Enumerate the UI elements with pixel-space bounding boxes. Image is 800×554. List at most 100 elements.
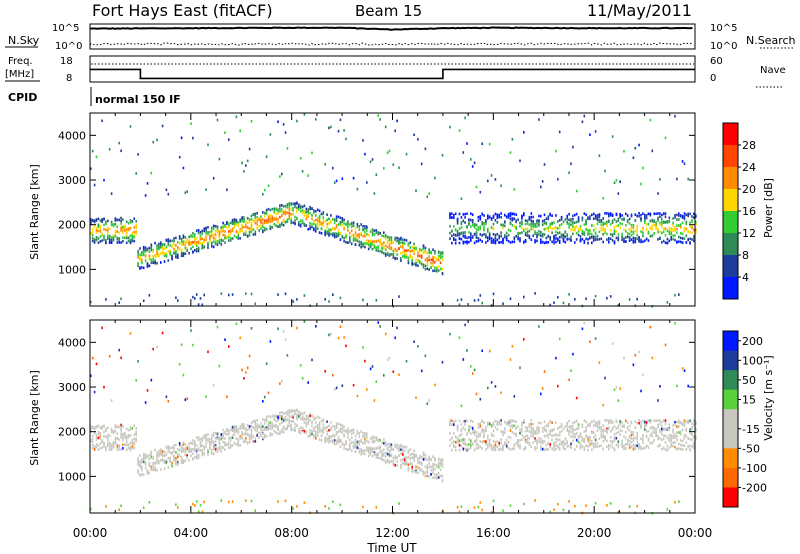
- velocity-cell: [182, 447, 185, 450]
- velocity-cell: [195, 447, 198, 451]
- power-cell: [224, 225, 226, 228]
- velocity-cell: [316, 426, 319, 430]
- velocity-cell: [674, 421, 676, 424]
- power-cell: [490, 225, 493, 229]
- power-cell: [392, 241, 395, 245]
- velocity-cell: [137, 460, 139, 464]
- velocity-cell: [662, 437, 665, 441]
- velocity-cell: [337, 436, 340, 439]
- velocity-cell: [335, 442, 338, 445]
- velocity-cell: [575, 419, 578, 423]
- power-cell: [462, 234, 465, 238]
- velocity-cell: [668, 439, 671, 443]
- power-cell: [256, 227, 258, 230]
- velocity-cell: [388, 454, 391, 457]
- power-cell: [439, 261, 442, 265]
- velocity-cell: [216, 447, 219, 450]
- velocity-cell: [305, 417, 308, 421]
- power-cell: [322, 211, 325, 214]
- velocity-cell: [543, 448, 546, 452]
- power-cell: [114, 223, 117, 226]
- velocity-cell: [265, 434, 268, 438]
- velocity-cell: [513, 443, 516, 447]
- velocity-cell: [575, 427, 578, 431]
- power-cell: [528, 236, 531, 240]
- velocity-cell: [326, 425, 328, 429]
- power-cell: [97, 229, 100, 233]
- velocity-cell: [284, 411, 287, 415]
- velocity-cell: [591, 440, 593, 443]
- power-cell: [345, 222, 347, 226]
- power-cell: [328, 232, 330, 235]
- velocity-cell: [600, 435, 603, 439]
- velocity-cell: [462, 438, 465, 441]
- power-cell: [693, 234, 695, 238]
- power-cell: [494, 236, 497, 240]
- velocity-cell: [199, 449, 202, 452]
- velocity-cell: [152, 462, 154, 465]
- velocity-cell: [271, 422, 274, 425]
- power-cell: [664, 234, 667, 237]
- velocity-cell: [432, 455, 434, 458]
- velocity-cell: [169, 446, 171, 450]
- velocity-cell: [581, 425, 584, 429]
- velocity-cell: [269, 434, 272, 438]
- power-cell: [137, 264, 139, 268]
- power-cell: [146, 262, 149, 265]
- power-cell: [436, 269, 438, 273]
- velocity-cell: [636, 504, 638, 508]
- velocity-cell: [617, 424, 620, 428]
- power-cell: [107, 234, 109, 238]
- power-cell: [477, 228, 480, 232]
- power-cell: [449, 216, 451, 220]
- power-cell: [137, 253, 139, 257]
- velocity-cell: [496, 423, 499, 427]
- velocity-cell: [298, 427, 300, 431]
- velocity-cell: [681, 444, 684, 447]
- power-cell: [579, 225, 582, 228]
- power-cell: [613, 240, 616, 243]
- velocity-cell: [475, 392, 478, 396]
- velocity-cell: [392, 462, 395, 465]
- velocity-cell: [290, 410, 292, 414]
- power-cell: [127, 228, 130, 232]
- velocity-cell: [383, 442, 385, 445]
- power-cell: [381, 242, 383, 246]
- power-cell: [558, 226, 561, 230]
- velocity-cell: [409, 461, 412, 464]
- velocity-cell: [564, 447, 567, 451]
- power-cell: [364, 227, 366, 230]
- power-cell: [324, 220, 326, 223]
- velocity-cell: [659, 419, 661, 422]
- velocity-cell: [403, 461, 406, 464]
- velocity-cell: [161, 450, 164, 453]
- velocity-cell: [555, 441, 557, 444]
- power-cell: [591, 241, 593, 245]
- power-cell: [521, 220, 523, 223]
- power-cell: [509, 222, 512, 225]
- power-cell: [464, 216, 466, 219]
- power-cell: [437, 256, 440, 260]
- power-cell: [239, 237, 241, 240]
- velocity-cell: [519, 428, 521, 431]
- power-cell: [687, 177, 689, 181]
- velocity-cell: [345, 447, 347, 451]
- power-cell: [494, 241, 497, 245]
- velocity-cell: [481, 429, 483, 433]
- power-cell: [277, 212, 279, 215]
- power-cell: [536, 219, 538, 222]
- power-cell: [178, 235, 181, 238]
- power-cell: [562, 220, 565, 224]
- power-cell: [95, 226, 98, 230]
- velocity-cell: [570, 435, 572, 438]
- power-cell: [651, 149, 654, 153]
- power-cell: [498, 234, 500, 238]
- power-cell: [322, 216, 325, 219]
- velocity-cell: [581, 444, 584, 448]
- power-cell: [411, 262, 413, 265]
- power-cell: [158, 242, 160, 246]
- velocity-cell: [192, 502, 194, 506]
- power-cell: [511, 212, 514, 215]
- velocity-cell: [362, 452, 364, 455]
- power-cell: [369, 230, 372, 233]
